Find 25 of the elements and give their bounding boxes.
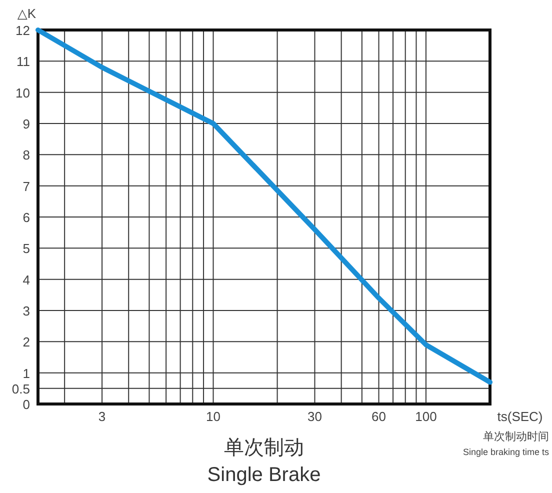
text: 单次制动时间 <box>483 430 549 443</box>
y-tick-label: 0.5 <box>12 381 30 396</box>
y-tick-label: 4 <box>22 272 30 288</box>
y-tick-label: 5 <box>22 241 30 256</box>
y-tick-label: 0 <box>22 397 30 412</box>
x-tick-label: 3 <box>98 409 106 424</box>
x-tick-label: 10 <box>206 409 220 424</box>
text: Single Brake <box>207 464 321 486</box>
y-axis-title: △K <box>17 6 36 21</box>
y-tick-label: 2 <box>22 334 30 350</box>
x-axis-title: ts(SEC) <box>497 409 543 424</box>
text: 单次制动 <box>224 437 304 459</box>
x-tick-label: 100 <box>415 409 437 424</box>
y-tick-label: 1 <box>22 366 30 381</box>
y-tick-label: 9 <box>22 116 30 132</box>
y-tick-label: 10 <box>16 85 30 100</box>
y-tick-label: 12 <box>16 23 30 38</box>
y-tick-label: 8 <box>22 148 30 163</box>
y-tick-label: 7 <box>22 178 30 194</box>
text: Single braking time ts <box>462 447 550 457</box>
x-tick-label: 30 <box>308 409 322 424</box>
x-tick-label: 60 <box>372 409 386 424</box>
y-tick-label: 6 <box>22 210 30 225</box>
y-tick-label: 11 <box>16 54 30 70</box>
y-tick-label: 3 <box>22 304 30 318</box>
